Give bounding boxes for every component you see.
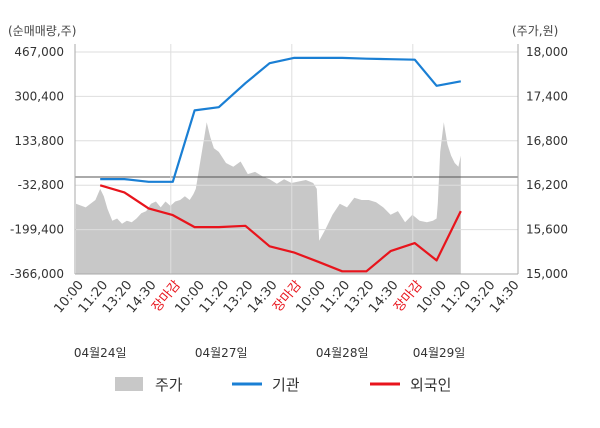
legend-label: 기관 xyxy=(272,376,300,394)
date-label: 04월29일 xyxy=(413,346,466,360)
left-tick-label: 133,800 xyxy=(14,134,64,148)
x-tick-layer: 10:0011:2013:2014:30장마감10:0011:2013:2014… xyxy=(51,278,522,316)
right-tick-label: 15,000 xyxy=(526,267,568,281)
date-label: 04월28일 xyxy=(316,346,369,360)
left-tick-label: -199,400 xyxy=(10,223,64,237)
grid-layer xyxy=(74,44,519,275)
price-area-layer xyxy=(76,122,461,274)
date-label-layer: 04월24일 04월27일 04월28일 04월29일 xyxy=(74,346,465,360)
axis-layer: (순매매량,주) (주가,원) 467,000 18,000 300,400 17,4… xyxy=(8,24,568,281)
legend-label: 주가 xyxy=(155,376,183,394)
left-tick-label: 467,000 xyxy=(14,45,64,59)
right-tick-label: 16,200 xyxy=(526,178,568,192)
right-tick-label: 17,400 xyxy=(526,89,568,103)
legend: 주가 기관 외국인 xyxy=(115,376,451,394)
left-tick-label: 300,400 xyxy=(14,89,64,103)
series-line-layer xyxy=(99,56,462,273)
date-label: 04월27일 xyxy=(195,346,248,360)
right-tick-label: 18,000 xyxy=(526,45,568,59)
right-tick-label: 15,600 xyxy=(526,223,568,237)
right-axis-unit: (주가,원) xyxy=(512,24,558,38)
series-line-institution xyxy=(100,56,462,183)
left-axis-unit: (순매매량,주) xyxy=(8,24,76,38)
legend-swatch-price xyxy=(115,377,143,391)
left-tick-label: -366,000 xyxy=(10,267,64,281)
legend-label: 외국인 xyxy=(410,376,451,394)
left-tick-label: -32,800 xyxy=(18,178,64,192)
series-price-area xyxy=(76,122,461,274)
series-line-foreign xyxy=(99,184,462,273)
right-tick-label: 16,800 xyxy=(526,134,568,148)
date-label: 04월24일 xyxy=(74,346,127,360)
